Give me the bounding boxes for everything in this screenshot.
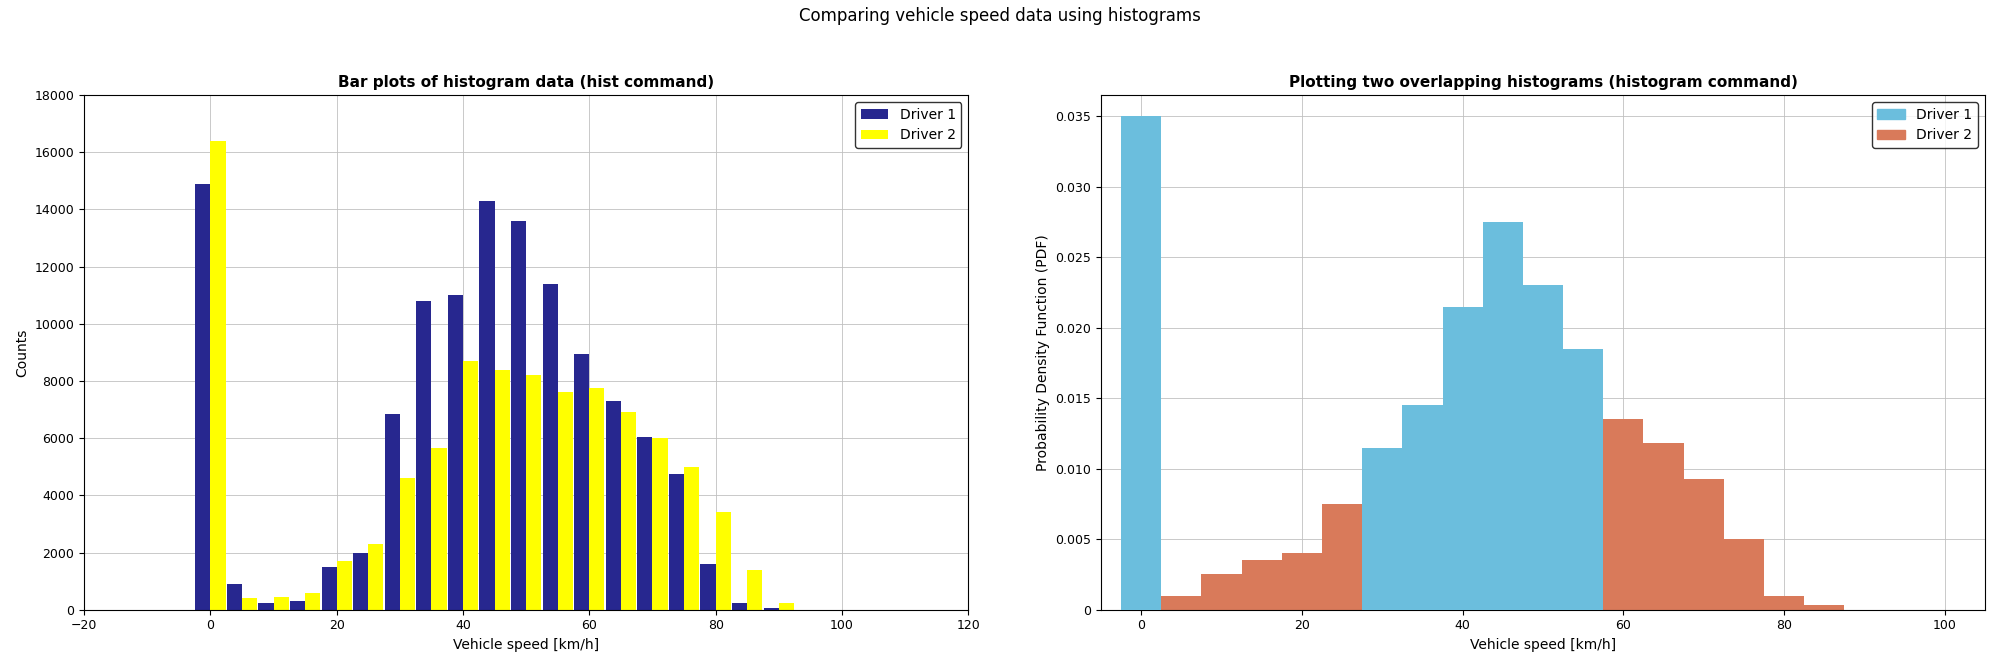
Bar xyxy=(400,478,416,610)
Bar xyxy=(1282,554,1322,610)
Title: Bar plots of histogram data (hist command): Bar plots of histogram data (hist comman… xyxy=(338,75,714,89)
X-axis label: Vehicle speed [km/h]: Vehicle speed [km/h] xyxy=(454,638,600,652)
X-axis label: Vehicle speed [km/h]: Vehicle speed [km/h] xyxy=(1470,638,1616,652)
Bar xyxy=(1202,574,1242,610)
Bar xyxy=(1804,606,1844,610)
Bar xyxy=(606,401,620,610)
Bar xyxy=(322,567,336,610)
Bar xyxy=(1564,349,1604,610)
Bar xyxy=(700,564,716,610)
Bar xyxy=(196,183,210,610)
Bar xyxy=(764,608,778,610)
Bar xyxy=(1604,420,1644,610)
Bar xyxy=(1442,307,1482,610)
Bar xyxy=(1724,539,1764,610)
Bar xyxy=(464,361,478,610)
Bar xyxy=(258,602,274,610)
Bar xyxy=(1482,222,1522,610)
Bar xyxy=(684,467,700,610)
Bar xyxy=(732,602,748,610)
Bar xyxy=(652,438,668,610)
Legend: Driver 1, Driver 2: Driver 1, Driver 2 xyxy=(856,102,962,148)
Bar xyxy=(620,412,636,610)
Bar xyxy=(590,388,604,610)
Bar xyxy=(512,221,526,610)
Bar xyxy=(306,592,320,610)
Bar xyxy=(748,570,762,610)
Bar xyxy=(638,437,652,610)
Bar xyxy=(526,376,542,610)
Bar xyxy=(1522,285,1564,610)
Bar xyxy=(480,201,494,610)
Bar xyxy=(1644,444,1684,610)
Bar xyxy=(1402,406,1442,610)
Bar xyxy=(1362,448,1402,610)
Bar xyxy=(574,354,590,610)
Bar xyxy=(668,474,684,610)
Bar xyxy=(1122,116,1162,610)
Y-axis label: Counts: Counts xyxy=(14,328,28,377)
Y-axis label: Probability Density Function (PDF): Probability Density Function (PDF) xyxy=(1036,234,1050,471)
Bar xyxy=(1362,455,1402,610)
Bar xyxy=(1122,201,1162,610)
Bar xyxy=(354,552,368,610)
Bar xyxy=(1442,335,1482,610)
Bar xyxy=(494,370,510,610)
Bar xyxy=(432,448,446,610)
Bar xyxy=(1564,377,1604,610)
Bar xyxy=(716,512,730,610)
Bar xyxy=(1402,406,1442,610)
Bar xyxy=(416,301,432,610)
Title: Plotting two overlapping histograms (histogram command): Plotting two overlapping histograms (his… xyxy=(1288,75,1798,89)
Bar xyxy=(1684,479,1724,610)
Bar xyxy=(1322,504,1362,610)
Bar xyxy=(242,598,258,610)
Bar xyxy=(274,597,288,610)
Bar xyxy=(1242,560,1282,610)
Legend: Driver 1, Driver 2: Driver 1, Driver 2 xyxy=(1872,102,1978,148)
Bar xyxy=(1522,377,1564,610)
Bar xyxy=(448,295,464,610)
Bar xyxy=(542,283,558,610)
Bar xyxy=(384,414,400,610)
Bar xyxy=(1162,596,1202,610)
Bar xyxy=(226,584,242,610)
Bar xyxy=(778,602,794,610)
Bar xyxy=(1764,596,1804,610)
Bar xyxy=(1482,335,1522,610)
Bar xyxy=(336,561,352,610)
Text: Comparing vehicle speed data using histograms: Comparing vehicle speed data using histo… xyxy=(800,7,1200,25)
Bar xyxy=(290,601,306,610)
Bar xyxy=(368,544,384,610)
Bar xyxy=(558,392,572,610)
Bar xyxy=(210,141,226,610)
